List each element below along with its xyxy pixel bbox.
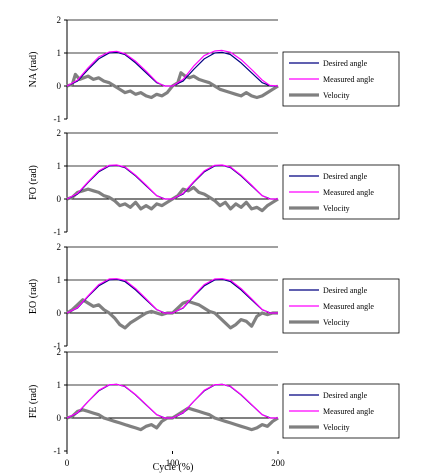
chart-panel-3: 2 1 0 -1 EO (rad) Desired angle Measured angle… xyxy=(28,242,400,351)
chart-panel-1: 2 1 0 -1 NA (rad) Desired angle Measured angle… xyxy=(28,15,400,124)
legend: Desired angle Measured angle Velocity xyxy=(282,383,400,439)
legend: Desired angle Measured angle Velocity xyxy=(282,164,400,220)
legend-label: Desired angle xyxy=(323,286,368,295)
series-line-measured-angle xyxy=(66,49,279,87)
legend-label: Desired angle xyxy=(323,391,368,400)
legend: Desired angle Measured angle Velocity xyxy=(282,278,400,334)
legend-label: Velocity xyxy=(323,204,350,213)
y-tick-label: 0 xyxy=(57,308,62,318)
y-tick-label: 0 xyxy=(57,194,62,204)
series-line-velocity xyxy=(66,406,279,432)
legend: Desired angle Measured angle Velocity xyxy=(282,51,400,107)
y-axis-label: EO (rad) xyxy=(28,279,39,314)
legend-label: Measured angle xyxy=(323,188,374,197)
legend-label: Desired angle xyxy=(323,59,368,68)
legend-label: Measured angle xyxy=(323,302,374,311)
legend-box xyxy=(282,51,400,107)
y-tick-label: 1 xyxy=(57,275,62,285)
x-tick-label: 100 xyxy=(166,458,180,468)
series-line-measured-angle xyxy=(66,383,278,419)
y-tick-label: 1 xyxy=(57,161,62,171)
y-tick-label: -1 xyxy=(54,446,62,456)
y-tick-label: 2 xyxy=(57,15,62,25)
y-tick-label: 2 xyxy=(57,128,62,138)
series-line-measured-angle xyxy=(66,164,278,200)
y-axis-label: NA (rad) xyxy=(28,52,39,88)
legend-label: Velocity xyxy=(323,318,350,327)
legend-label: Measured angle xyxy=(323,75,374,84)
y-tick-label: 0 xyxy=(57,81,62,91)
legend-label: Measured angle xyxy=(323,407,374,416)
y-tick-label: 1 xyxy=(57,380,62,390)
series-line-desired-angle xyxy=(66,383,278,419)
y-tick-label: 0 xyxy=(57,413,62,423)
y-tick-label: 2 xyxy=(57,242,62,252)
series-line-measured-angle xyxy=(66,278,278,314)
y-tick-label: -1 xyxy=(54,227,62,237)
chart-panel-2: 2 1 0 -1 FO (rad) Desired angle Measured angle… xyxy=(28,128,400,237)
y-tick-label: 2 xyxy=(57,347,62,357)
series-line-velocity xyxy=(66,71,279,100)
x-tick-label: 0 xyxy=(65,458,70,468)
legend-label: Velocity xyxy=(323,423,350,432)
y-tick-label: -1 xyxy=(54,114,62,124)
series-line-velocity xyxy=(66,298,278,330)
y-tick-label: -1 xyxy=(54,341,62,351)
y-axis-label: FO (rad) xyxy=(28,165,39,200)
y-tick-label: 1 xyxy=(57,48,62,58)
x-tick-label: 200 xyxy=(271,458,285,468)
y-axis-label: FE (rad) xyxy=(28,385,39,419)
x-axis-label: Cycle (%) xyxy=(153,462,194,473)
legend-label: Desired angle xyxy=(323,172,368,181)
legend-label: Velocity xyxy=(323,91,350,100)
